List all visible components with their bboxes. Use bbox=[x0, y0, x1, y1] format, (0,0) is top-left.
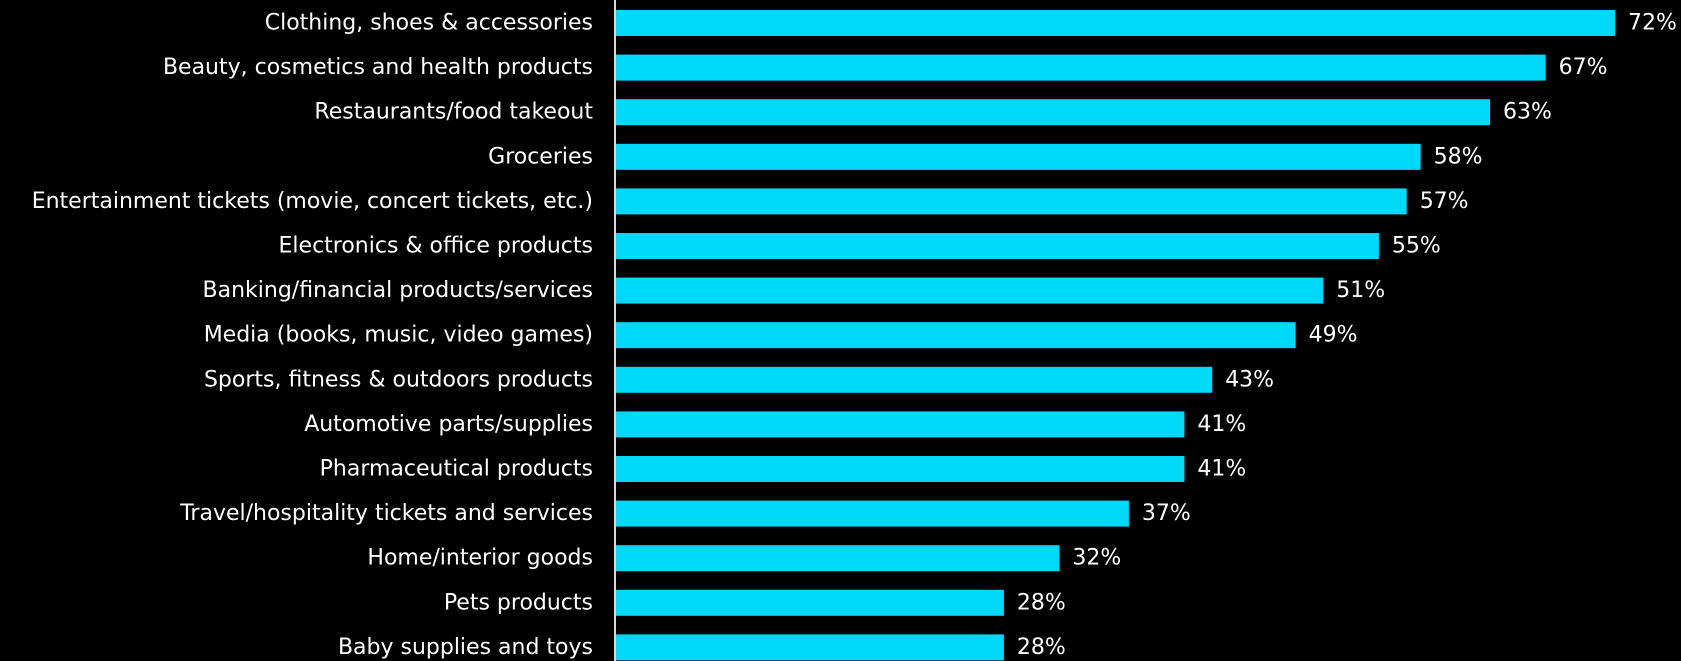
category-label-8: Sports, fitness & outdoors products bbox=[204, 367, 593, 392]
category-label-6: Banking/financial products/services bbox=[203, 278, 593, 303]
value-label-6: 51% bbox=[1336, 278, 1385, 303]
value-label-4: 57% bbox=[1420, 189, 1469, 214]
bar-14 bbox=[615, 634, 1004, 661]
value-labels-group: 72%67%63%58%57%55%51%49%43%41%41%37%32%2… bbox=[1017, 11, 1677, 660]
bar-13 bbox=[615, 589, 1004, 616]
category-label-7: Media (books, music, video games) bbox=[204, 323, 593, 348]
bar-2 bbox=[615, 99, 1490, 126]
category-label-3: Groceries bbox=[488, 144, 593, 169]
value-label-5: 55% bbox=[1392, 234, 1441, 259]
bar-1 bbox=[615, 54, 1546, 81]
category-label-12: Home/interior goods bbox=[367, 546, 593, 571]
value-label-14: 28% bbox=[1017, 635, 1066, 660]
value-label-7: 49% bbox=[1309, 323, 1358, 348]
bar-6 bbox=[615, 277, 1324, 304]
bar-9 bbox=[615, 411, 1185, 438]
category-label-0: Clothing, shoes & accessories bbox=[265, 11, 593, 36]
value-label-9: 41% bbox=[1197, 412, 1246, 437]
category-label-5: Electronics & office products bbox=[279, 234, 593, 259]
value-label-12: 32% bbox=[1072, 546, 1121, 571]
category-label-9: Automotive parts/supplies bbox=[304, 412, 593, 437]
value-label-8: 43% bbox=[1225, 367, 1274, 392]
category-label-11: Travel/hospitality tickets and services bbox=[179, 501, 593, 526]
bar-5 bbox=[615, 233, 1379, 259]
category-labels-group: Clothing, shoes & accessories Beauty, cos… bbox=[32, 11, 594, 660]
value-label-3: 58% bbox=[1434, 144, 1483, 169]
bar-8 bbox=[615, 366, 1213, 393]
category-label-2: Restaurants/food takeout bbox=[314, 100, 593, 125]
category-label-13: Pets products bbox=[444, 590, 593, 615]
category-label-10: Pharmaceutical products bbox=[320, 457, 593, 482]
bars-group bbox=[615, 10, 1615, 661]
value-label-11: 37% bbox=[1142, 501, 1191, 526]
bar-0 bbox=[615, 10, 1615, 36]
bar-10 bbox=[615, 456, 1185, 482]
value-label-2: 63% bbox=[1503, 100, 1552, 125]
value-label-0: 72% bbox=[1628, 11, 1677, 36]
bar-3 bbox=[615, 143, 1421, 170]
bar-12 bbox=[615, 545, 1060, 572]
value-label-13: 28% bbox=[1017, 590, 1066, 615]
value-label-10: 41% bbox=[1197, 457, 1246, 482]
bar-4 bbox=[615, 188, 1407, 215]
category-label-14: Baby supplies and toys bbox=[338, 635, 593, 660]
bar-11 bbox=[615, 500, 1129, 527]
value-label-1: 67% bbox=[1559, 55, 1608, 80]
bar-7 bbox=[615, 322, 1296, 349]
category-label-4: Entertainment tickets (movie, concert ti… bbox=[32, 189, 593, 214]
category-label-1: Beauty, cosmetics and health products bbox=[163, 55, 593, 80]
